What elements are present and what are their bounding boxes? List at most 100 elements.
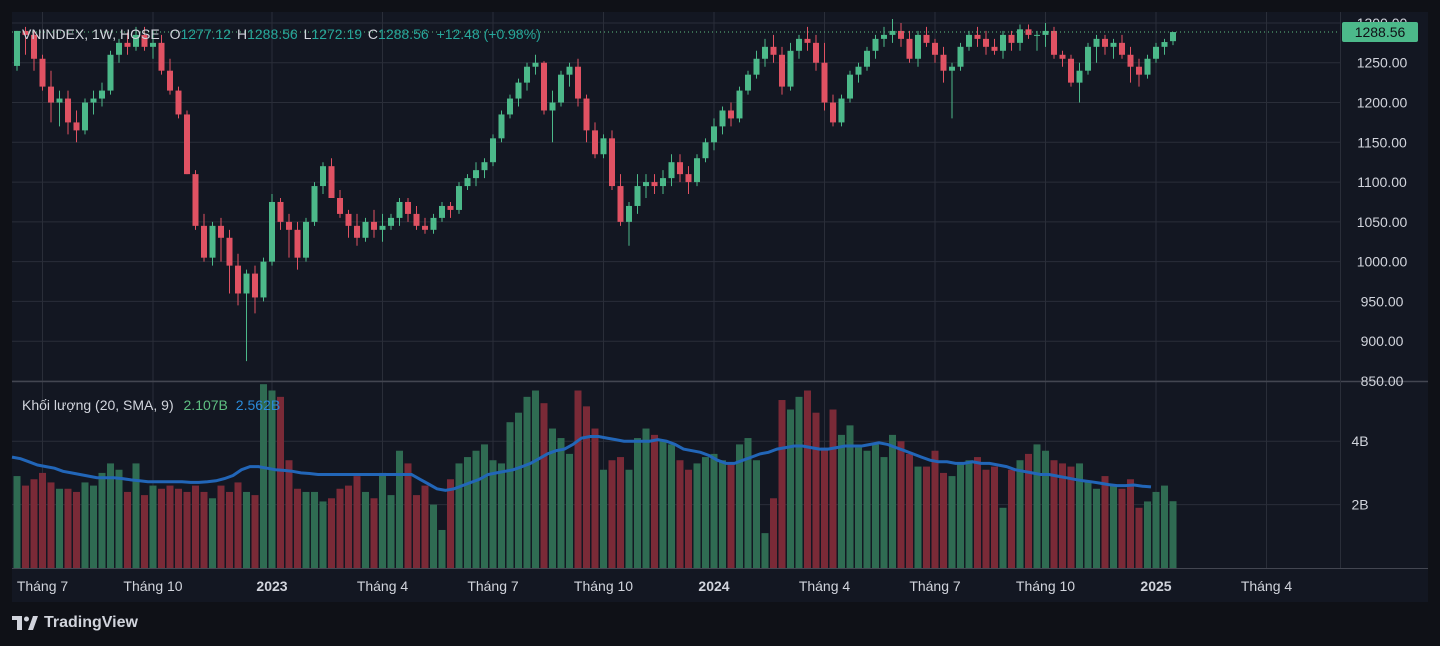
candle-body	[133, 34, 139, 47]
volume-bar	[455, 463, 463, 568]
tradingview-logo[interactable]: TradingView	[12, 614, 138, 632]
chart-legend[interactable]: VNINDEX, 1W, HOSE O1277.12 H1288.56 L127…	[22, 26, 541, 42]
price-tick-label: 1050.00	[1357, 214, 1408, 230]
volume-bar	[642, 428, 650, 568]
candle-body	[949, 66, 955, 71]
volume-bar	[1110, 485, 1117, 568]
candle-body	[1042, 30, 1049, 35]
candle-body	[141, 34, 148, 47]
volume-bar	[702, 457, 709, 568]
candle-body	[48, 86, 54, 103]
candle-body	[277, 201, 284, 222]
volume-bar	[574, 390, 582, 568]
volume-bar	[651, 434, 658, 568]
volume-series	[13, 384, 1177, 568]
volume-bar	[523, 396, 531, 568]
volume-bar	[1025, 453, 1032, 568]
volume-bar	[1016, 460, 1024, 568]
volume-bar	[421, 485, 429, 568]
volume-bar	[217, 485, 225, 568]
symbol-label[interactable]: VNINDEX, 1W, HOSE	[22, 26, 160, 42]
close-value: 1288.56	[378, 26, 429, 42]
candle-body	[651, 182, 658, 187]
candle-body	[286, 221, 292, 230]
volume-bar	[795, 396, 803, 568]
candle-body	[243, 273, 250, 294]
volume-bar	[838, 434, 845, 568]
volume-bar	[974, 457, 981, 568]
candle-body	[184, 114, 190, 175]
candle-body	[1136, 66, 1142, 75]
candle-body	[294, 229, 301, 258]
volume-bar	[540, 403, 548, 568]
time-tick-label: Tháng 10	[123, 578, 182, 594]
volume-bar	[175, 488, 182, 568]
volume-bar	[506, 422, 514, 568]
volume-bar	[846, 425, 854, 568]
volume-legend[interactable]: Khối lượng (20, SMA, 9) 2.107B 2.562B	[22, 397, 280, 413]
close-label: C	[367, 26, 379, 42]
candle-body	[73, 122, 80, 131]
time-tick-label: Tháng 7	[17, 578, 69, 594]
candle-body	[269, 201, 275, 262]
price-tick-label: 850.00	[1361, 373, 1404, 389]
candle-body	[14, 30, 20, 66]
candle-body	[362, 221, 369, 238]
volume-bar	[141, 495, 148, 568]
volume-bar	[132, 463, 140, 568]
candle-body	[1093, 38, 1100, 47]
candle-body	[634, 186, 641, 206]
volume-bar	[345, 485, 352, 568]
volume-bar	[498, 463, 505, 568]
volume-bar	[98, 472, 106, 568]
candle-body	[413, 213, 420, 226]
volume-bar	[311, 491, 318, 568]
candle-body	[201, 225, 207, 258]
candle-body	[65, 98, 71, 123]
volume-bar	[209, 498, 216, 568]
volume-bar	[991, 466, 998, 568]
volume-bar	[30, 479, 38, 568]
volume-bar	[370, 498, 378, 568]
volume-bar	[387, 495, 395, 568]
volume-bar	[430, 504, 437, 568]
volume-bar	[676, 460, 684, 568]
price-tick-label: 1250.00	[1357, 55, 1408, 71]
volume-bar	[1084, 482, 1092, 568]
candle-body	[881, 34, 887, 39]
candle-body	[915, 34, 921, 59]
candle-body	[1161, 42, 1168, 47]
volume-bar	[889, 434, 896, 568]
volume-indicator-label[interactable]: Khối lượng (20, SMA, 9)	[22, 397, 174, 413]
candle-body	[1000, 34, 1006, 51]
volume-bar	[914, 466, 922, 568]
volume-bar	[821, 447, 828, 568]
volume-bar	[753, 460, 760, 568]
volume-bar	[73, 491, 80, 568]
price-tick-label: 900.00	[1361, 333, 1404, 349]
candle-body	[898, 30, 904, 39]
volume-bar	[1050, 460, 1058, 568]
candle-body	[464, 178, 471, 187]
candle-body	[252, 273, 258, 298]
time-tick-label: Tháng 10	[574, 578, 633, 594]
change-value: +12.48 (+0.98%)	[436, 26, 541, 42]
candle-body	[728, 110, 734, 119]
volume-bar	[396, 450, 403, 568]
volume-bar	[413, 495, 420, 568]
last-price-tag-bg	[1342, 22, 1418, 43]
volume-bar	[285, 460, 293, 568]
last-price-value: 1288.56	[1355, 24, 1406, 40]
volume-bar	[583, 406, 590, 568]
volume-bar	[617, 457, 624, 568]
candle-body	[592, 130, 598, 155]
open-value: 1277.12	[180, 26, 232, 42]
candle-body	[796, 38, 802, 51]
volume-bar	[438, 529, 446, 568]
time-axis-labels[interactable]: Tháng 7 Tháng 10 2023 Tháng 4 Tháng 7 Tháng 1…	[17, 578, 1293, 594]
volume-bar	[829, 409, 837, 568]
candle-body	[821, 62, 828, 103]
volume-bar	[336, 488, 344, 568]
volume-bar	[234, 482, 242, 568]
